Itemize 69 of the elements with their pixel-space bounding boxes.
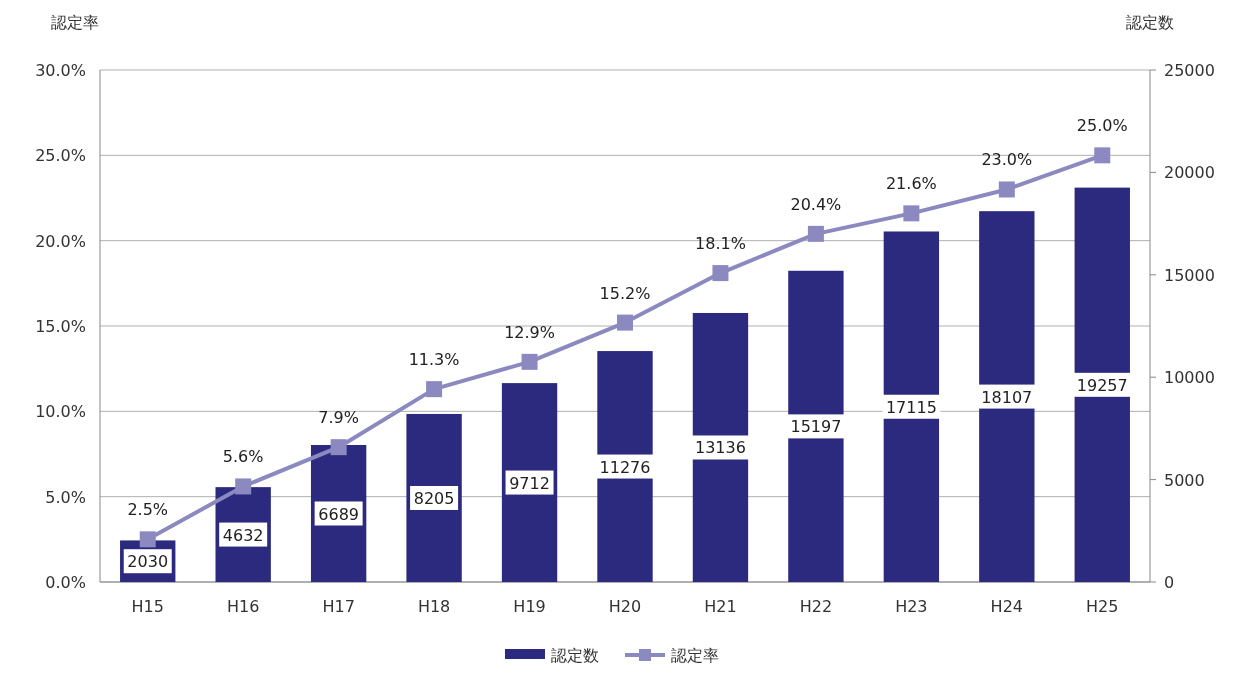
- data-label: 15197: [790, 417, 842, 437]
- y2-tick-label: 15000: [1164, 265, 1215, 285]
- point: [139, 531, 156, 548]
- bar: [692, 312, 749, 582]
- point: [1094, 147, 1111, 164]
- data-label: 20.4%: [790, 194, 842, 214]
- y-tick-label: 10.0%: [35, 402, 86, 422]
- y2-tick-label: 0: [1164, 573, 1175, 592]
- y-tick-label: 0.0%: [45, 573, 86, 592]
- data-label: 25.0%: [1076, 116, 1128, 136]
- x-tick-label: H22: [799, 597, 833, 616]
- point: [998, 181, 1015, 198]
- y-tick-label: 25.0%: [35, 146, 86, 166]
- x-tick-label: H20: [608, 597, 642, 616]
- data-label: 15.2%: [599, 283, 651, 303]
- data-label: 12.9%: [504, 322, 555, 342]
- data-label: 21.6%: [885, 174, 937, 194]
- data-label: 18.1%: [695, 234, 746, 254]
- bar: [501, 383, 558, 582]
- data-label: 11.3%: [408, 350, 460, 370]
- data-label: 13136: [695, 438, 746, 458]
- point: [235, 478, 252, 495]
- y-tick-label: 30.0%: [35, 61, 86, 80]
- data-label: 17115: [885, 397, 937, 417]
- point: [426, 381, 443, 398]
- bar: [406, 413, 462, 582]
- y2-tick-label: 5000: [1164, 470, 1205, 490]
- data-label: 2030: [127, 552, 169, 572]
- bar: [788, 270, 844, 582]
- y2-axis-title: 認定数: [1126, 13, 1174, 32]
- point: [712, 265, 729, 282]
- data-label: 11276: [599, 457, 651, 477]
- y2-tick-label: 10000: [1164, 368, 1215, 388]
- data-label: 18107: [981, 387, 1033, 407]
- x-tick-label: H18: [417, 597, 451, 616]
- data-label: 5.6%: [222, 447, 264, 467]
- x-tick-label: H16: [226, 597, 260, 616]
- y-tick-label: 20.0%: [35, 231, 86, 251]
- point: [807, 225, 824, 242]
- bar: [597, 351, 653, 582]
- data-label: 7.9%: [318, 408, 359, 428]
- x-tick-label: H17: [322, 597, 355, 616]
- x-tick-label: H23: [895, 597, 928, 616]
- x-tick-label: H15: [131, 597, 164, 616]
- y2-tick-label: 25000: [1164, 61, 1215, 80]
- point: [903, 205, 920, 222]
- x-tick-label: H25: [1086, 597, 1119, 616]
- y-axis-title: 認定率: [51, 13, 99, 32]
- y-tick-label: 15.0%: [35, 317, 86, 336]
- y2-tick-label: 20000: [1164, 163, 1215, 183]
- point: [521, 353, 538, 370]
- data-label: 9712: [509, 473, 550, 493]
- legend-label: 認定数: [551, 646, 599, 665]
- bar: [883, 231, 940, 582]
- point: [330, 439, 347, 456]
- data-label: 8205: [413, 488, 455, 508]
- data-label: 2.5%: [127, 500, 169, 520]
- data-label: 4632: [222, 525, 264, 545]
- x-tick-label: H24: [990, 597, 1024, 616]
- legend-label: 認定率: [671, 646, 719, 665]
- bar: [979, 211, 1035, 582]
- point: [617, 314, 633, 331]
- x-tick-label: H21: [704, 597, 737, 616]
- data-label: 23.0%: [981, 150, 1033, 170]
- data-label: 6689: [318, 504, 359, 524]
- bar: [1074, 187, 1130, 582]
- x-tick-label: H19: [513, 597, 546, 616]
- data-label: 19257: [1076, 375, 1128, 395]
- y-tick-label: 5.0%: [45, 487, 86, 507]
